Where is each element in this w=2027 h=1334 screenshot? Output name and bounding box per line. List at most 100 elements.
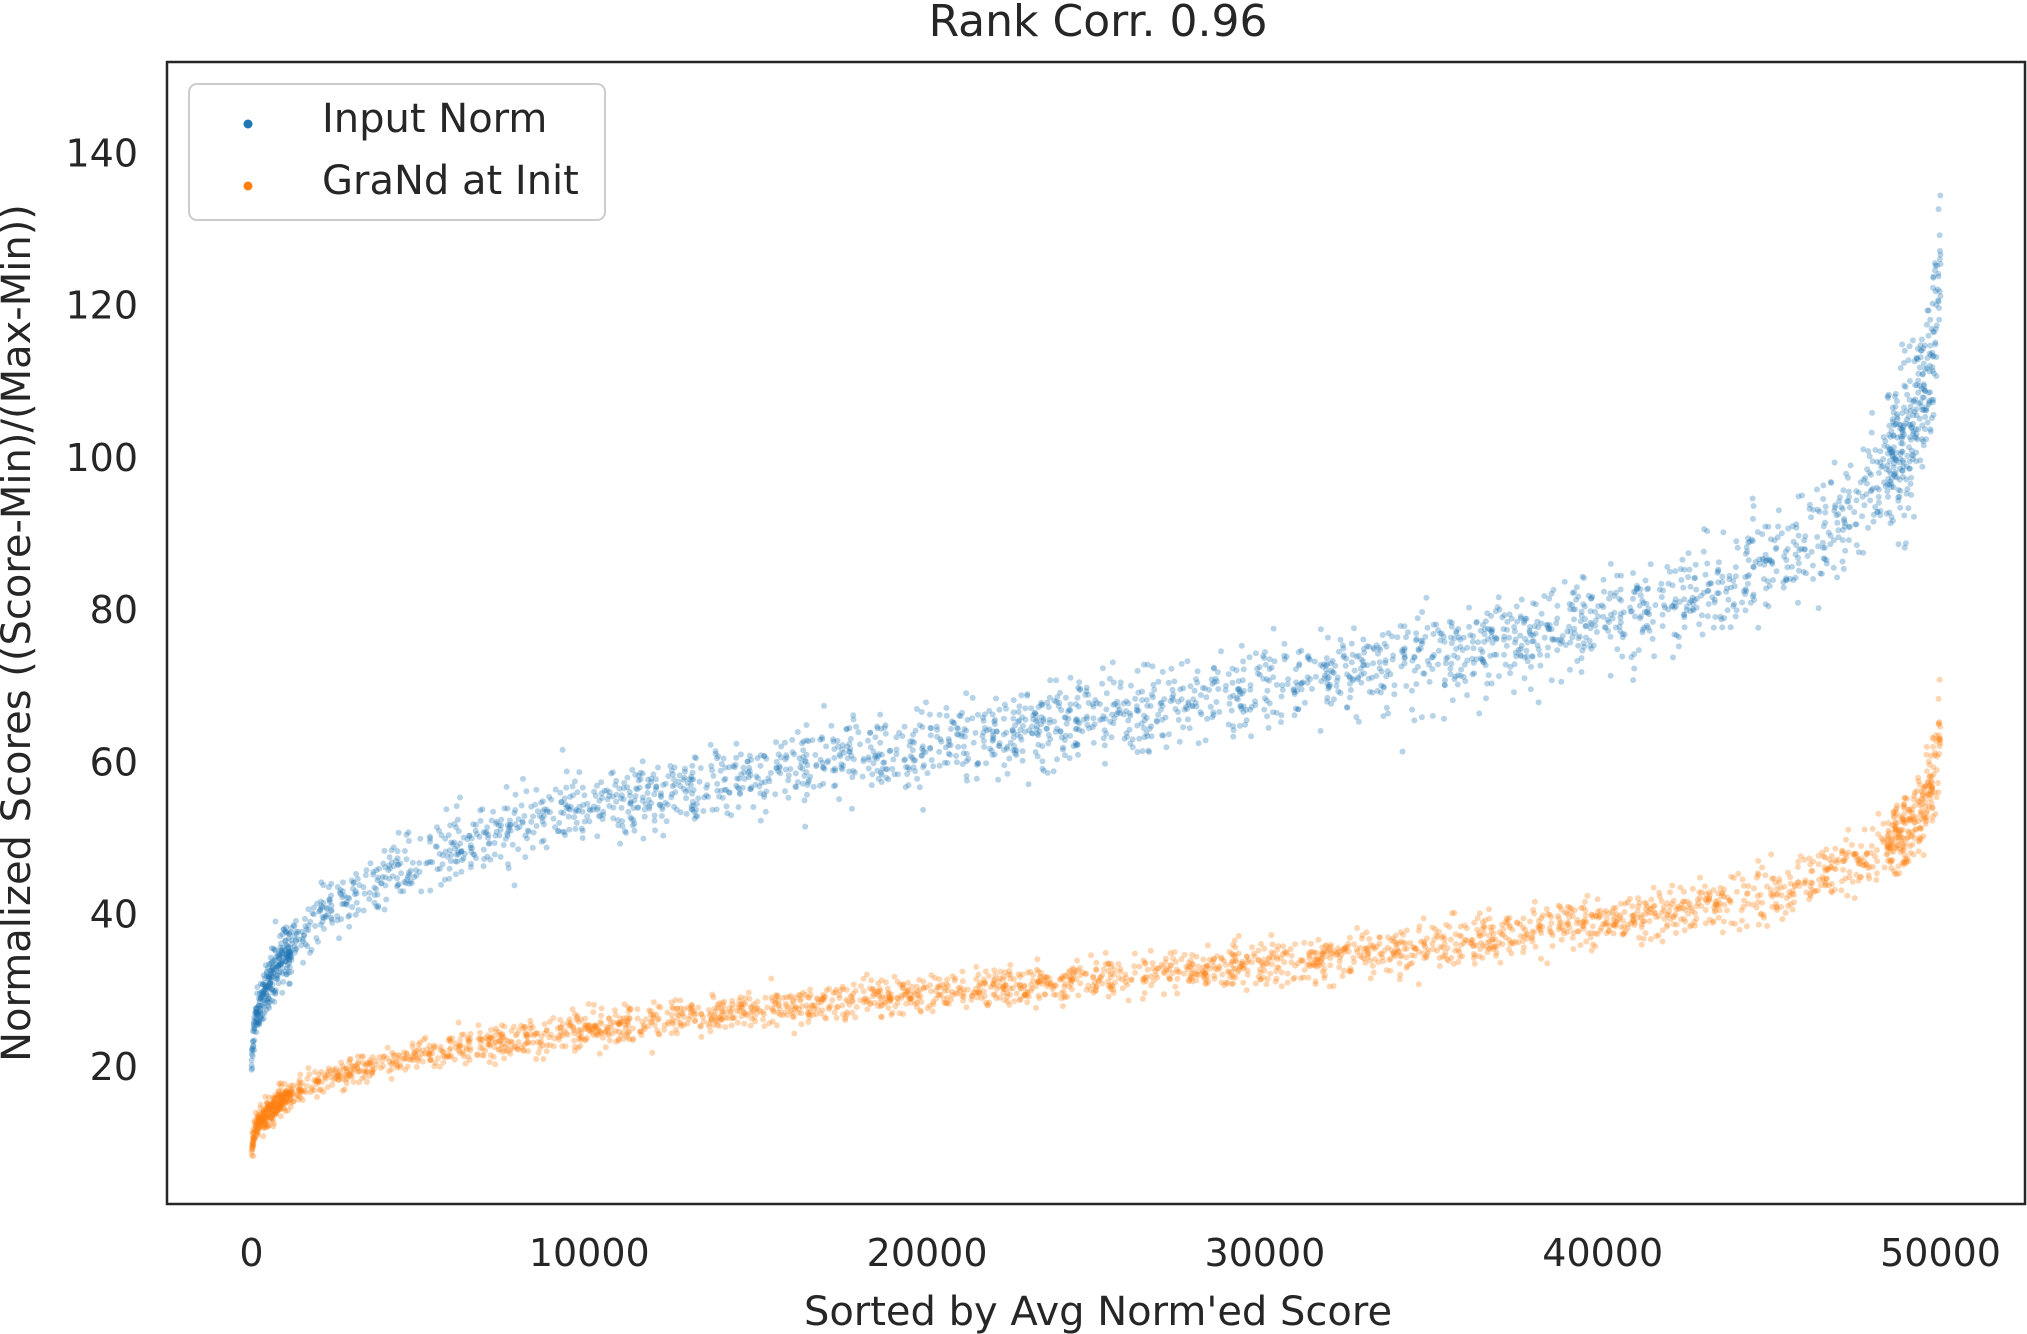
data-point — [1893, 457, 1900, 464]
data-point — [783, 994, 790, 1001]
data-point — [1321, 675, 1328, 682]
data-point — [278, 1093, 285, 1100]
data-point — [1646, 627, 1653, 634]
data-point — [1488, 680, 1495, 687]
data-point — [336, 1067, 343, 1074]
data-point — [1918, 807, 1925, 814]
data-point — [1478, 939, 1484, 946]
data-point — [1872, 447, 1879, 453]
data-point — [1390, 652, 1397, 659]
data-point — [688, 782, 694, 788]
data-point — [1884, 462, 1891, 469]
data-point — [715, 753, 722, 760]
data-point — [1484, 636, 1491, 643]
data-point — [480, 846, 487, 853]
data-point — [594, 804, 601, 811]
data-point — [1011, 742, 1018, 749]
data-point — [400, 888, 407, 895]
data-point — [507, 827, 514, 834]
data-point — [1765, 523, 1772, 530]
data-point — [1399, 647, 1406, 653]
data-point — [804, 791, 810, 798]
data-point — [1461, 661, 1468, 668]
data-point — [1546, 622, 1553, 628]
data-point — [707, 1028, 714, 1035]
data-point — [598, 1005, 605, 1012]
data-point — [621, 1001, 628, 1008]
data-point — [1523, 931, 1530, 938]
data-point — [467, 1047, 474, 1054]
data-point — [733, 740, 740, 747]
data-point — [1635, 903, 1642, 910]
data-point — [1496, 929, 1503, 936]
data-point — [1039, 980, 1046, 987]
data-point — [390, 844, 397, 851]
data-point — [1402, 654, 1408, 661]
data-point — [787, 766, 794, 772]
data-point — [371, 884, 378, 891]
data-point — [506, 1047, 513, 1054]
data-point — [1603, 915, 1610, 922]
data-point — [1001, 982, 1008, 989]
data-point — [1832, 502, 1839, 509]
data-point — [1726, 572, 1733, 579]
data-point — [1275, 964, 1282, 971]
data-point — [1731, 601, 1738, 608]
data-point — [283, 951, 290, 958]
data-point — [1855, 549, 1862, 556]
data-point — [1479, 954, 1486, 961]
data-point — [1569, 934, 1576, 941]
data-point — [1312, 962, 1319, 969]
data-point — [394, 882, 401, 888]
data-point — [505, 827, 512, 834]
data-point — [1746, 572, 1752, 578]
data-point — [1090, 715, 1097, 722]
data-point — [1928, 773, 1935, 780]
data-point — [1576, 633, 1583, 640]
data-point — [1193, 676, 1199, 683]
data-point — [1403, 945, 1410, 952]
data-point — [1810, 506, 1817, 513]
data-point — [721, 786, 728, 793]
data-point — [1204, 942, 1211, 949]
data-point — [476, 833, 483, 840]
data-point — [1347, 694, 1353, 701]
data-point — [1922, 799, 1929, 805]
data-point — [782, 766, 789, 773]
data-point — [1691, 918, 1698, 925]
data-point — [1051, 697, 1058, 704]
data-point — [1065, 708, 1071, 715]
data-point — [830, 736, 837, 743]
data-point — [1421, 941, 1428, 948]
data-point — [1745, 883, 1752, 889]
data-point — [328, 880, 335, 887]
data-point — [847, 745, 854, 752]
data-point — [1411, 654, 1418, 661]
data-point — [1325, 674, 1332, 681]
data-point — [1502, 661, 1509, 668]
data-point — [1174, 975, 1181, 982]
data-point — [1492, 952, 1499, 959]
data-point — [1100, 966, 1107, 973]
data-point — [1685, 910, 1692, 917]
data-point — [1075, 684, 1082, 691]
data-point — [1332, 662, 1339, 669]
data-point — [1545, 644, 1551, 651]
data-point — [1824, 866, 1831, 873]
data-point — [1469, 937, 1476, 944]
data-point — [1578, 612, 1585, 619]
data-point — [1579, 647, 1586, 654]
data-point — [1820, 555, 1827, 562]
data-point — [757, 762, 764, 769]
data-point — [1057, 728, 1064, 735]
data-point — [1909, 337, 1916, 344]
data-point — [1904, 835, 1911, 842]
data-point — [1075, 751, 1081, 758]
data-point — [1068, 980, 1075, 987]
data-point — [1870, 511, 1877, 518]
data-point — [1610, 921, 1617, 928]
data-point — [1143, 974, 1150, 981]
data-point — [300, 959, 307, 966]
data-point — [1885, 493, 1891, 500]
data-point — [1818, 570, 1825, 577]
